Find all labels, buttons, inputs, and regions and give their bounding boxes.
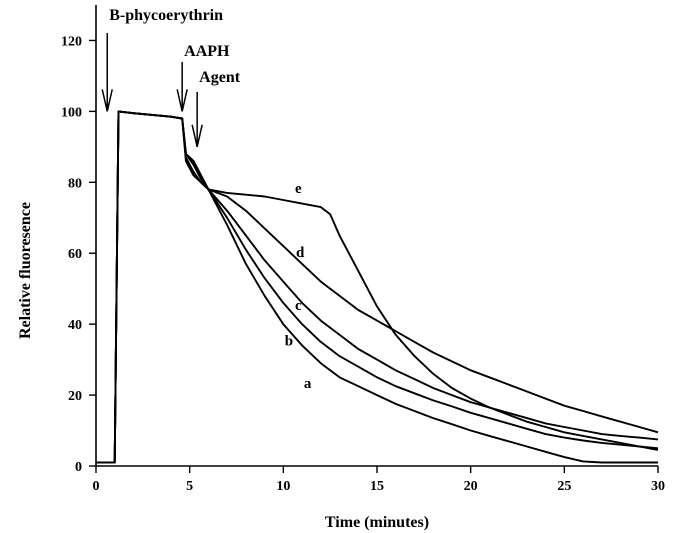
series-label-c: c: [295, 298, 302, 314]
x-tick-label: 30: [651, 479, 665, 494]
series-labels: a b c d e: [285, 181, 312, 392]
series-label-d: d: [296, 245, 305, 261]
y-tick-label: 60: [68, 247, 82, 262]
x-tick-label: 0: [93, 479, 100, 494]
series-layer: [96, 110, 659, 464]
y-tick-label: 120: [61, 34, 82, 49]
x-tick-label: 15: [370, 479, 384, 494]
series-line-d: [96, 110, 659, 464]
axes: [95, 5, 658, 467]
series-label-b: b: [285, 333, 293, 349]
annotations: B-phycoerythrin AAPH Agent: [101, 7, 241, 148]
x-tick-label: 25: [557, 479, 571, 494]
y-tick-label: 100: [61, 105, 82, 120]
axis-ticks: 0 5 10 15 20 25 30 0 20 40 60 80 100 120: [61, 34, 665, 494]
annotation-arrowhead: [176, 89, 188, 112]
annotation-label: AAPH: [184, 43, 230, 60]
annotation-arrowhead: [191, 124, 203, 148]
annotation-arrowhead: [101, 89, 113, 112]
annotation-label: Agent: [199, 69, 241, 86]
series-line-c: [96, 110, 659, 464]
series-line-b: [96, 110, 659, 464]
x-tick-label: 10: [276, 479, 290, 494]
x-tick-label: 20: [464, 479, 478, 494]
series-line-e: [96, 110, 659, 464]
series-label-a: a: [304, 376, 312, 392]
y-tick-label: 20: [68, 389, 82, 404]
x-axis-title: Time (minutes): [325, 514, 429, 531]
series-label-e: e: [295, 181, 302, 197]
y-tick-label: 40: [68, 318, 82, 333]
y-axis-title: Relative fluoresence: [17, 202, 34, 339]
x-tick-label: 5: [186, 479, 193, 494]
annotation-label: B-phycoerythrin: [109, 7, 223, 24]
series-line-a: [96, 110, 658, 464]
y-tick-label: 80: [68, 176, 82, 191]
y-tick-label: 0: [75, 460, 82, 475]
